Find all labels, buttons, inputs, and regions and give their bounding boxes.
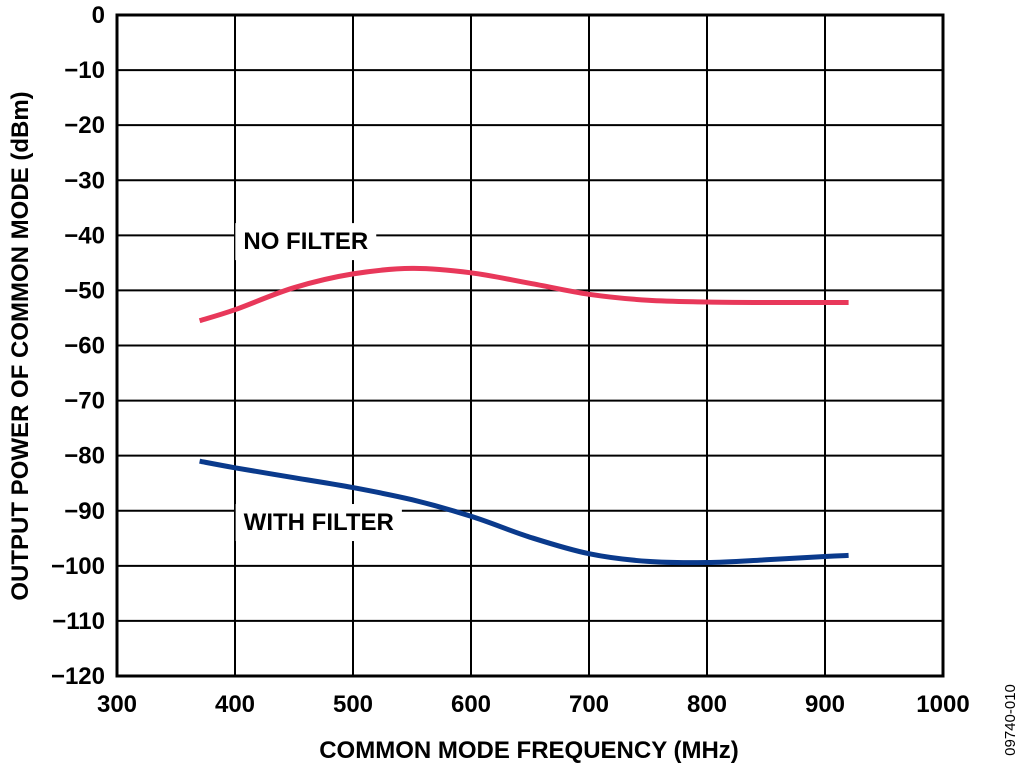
series-label-0: NO FILTER (235, 223, 377, 261)
x-tick-label: 700 (569, 691, 609, 718)
series-label-text: NO FILTER (243, 228, 368, 255)
plot-frame (115, 13, 945, 678)
y-tick-label: −80 (64, 443, 105, 470)
series-label-text: WITH FILTER (244, 509, 394, 536)
grid (117, 15, 943, 676)
series-label-background (235, 223, 377, 261)
y-tick-label: −10 (64, 57, 105, 84)
x-tick-label: 400 (215, 691, 255, 718)
y-tick-label: −120 (51, 663, 105, 690)
x-tick-label: 600 (451, 691, 491, 718)
series-label-1: WITH FILTER (235, 504, 402, 542)
y-tick-label: −60 (64, 333, 105, 360)
series-line-0 (198, 265, 849, 324)
x-tick-label: 900 (805, 691, 845, 718)
y-tick-label: −70 (64, 388, 105, 415)
y-tick-label: −110 (52, 608, 105, 635)
y-tick-label: −20 (64, 112, 105, 139)
x-tick-label: 300 (97, 691, 137, 718)
x-axis-title: COMMON MODE FREQUENCY (MHz) (319, 737, 739, 764)
series-label-background (235, 504, 402, 542)
series-labels: NO FILTER WITH FILTER (235, 223, 402, 542)
y-tick-label: −50 (64, 277, 105, 304)
y-tick-labels: 0 −10 −20 −30 −40 −50 −60 −70 −80 −90 −100 −110 −120 (51, 2, 105, 690)
figure-code: 09740-010 (1002, 684, 1019, 756)
series-line-1 (199, 458, 849, 566)
y-tick-label: −30 (64, 167, 105, 194)
y-tick-label: −90 (64, 498, 105, 525)
y-tick-label: −100 (51, 553, 105, 580)
x-tick-label: 1000 (916, 691, 969, 718)
y-tick-label: 0 (92, 2, 105, 29)
y-tick-label: −40 (64, 222, 105, 249)
x-tick-label: 800 (687, 691, 727, 718)
x-tick-label: 500 (333, 691, 373, 718)
y-axis-title: OUTPUT POWER OF COMMON MODE (dBm) (7, 91, 34, 600)
series-lines (198, 265, 849, 566)
x-tick-labels: 300 400 500 600 700 800 900 1000 (97, 691, 970, 718)
